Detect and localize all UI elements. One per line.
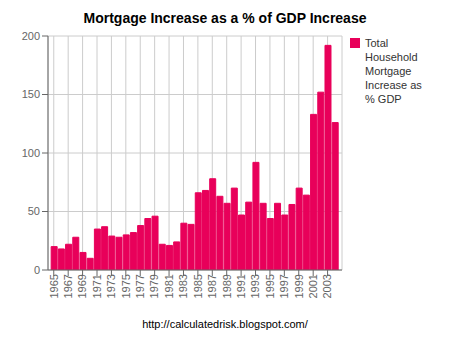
svg-text:1999: 1999	[293, 274, 305, 298]
svg-text:150: 150	[22, 88, 40, 100]
svg-text:1975: 1975	[120, 274, 132, 298]
svg-text:1967: 1967	[62, 274, 74, 298]
html-text:Total: Total	[365, 37, 389, 49]
svg-text:50: 50	[28, 205, 40, 217]
svg-text:1985: 1985	[192, 274, 204, 298]
html-text:% GDP: % GDP	[365, 93, 402, 105]
svg-text:1971: 1971	[91, 274, 103, 298]
svg-text:2003: 2003	[321, 274, 333, 298]
html-text:Household: Household	[365, 51, 418, 63]
html-text:Increase as: Increase as	[365, 79, 422, 91]
svg-text:1979: 1979	[148, 274, 160, 298]
svg-text:1989: 1989	[221, 274, 233, 298]
svg-text:1965: 1965	[48, 274, 60, 298]
svg-text:1995: 1995	[264, 274, 276, 298]
svg-text:1977: 1977	[134, 274, 146, 298]
svg-text:1973: 1973	[105, 274, 117, 298]
svg-text:1983: 1983	[177, 274, 189, 298]
svg-text:1981: 1981	[163, 274, 175, 298]
svg-text:1969: 1969	[76, 274, 88, 298]
svg-text:2001: 2001	[307, 274, 319, 298]
html-text:Mortgage Increase as a % of GD: Mortgage Increase as a % of GDP Increase	[83, 10, 367, 26]
svg-text:100: 100	[22, 147, 40, 159]
svg-text:1993: 1993	[249, 274, 261, 298]
svg-text:1991: 1991	[235, 274, 247, 298]
svg-text:1987: 1987	[206, 274, 218, 298]
svg-text:1997: 1997	[278, 274, 290, 298]
svg-text:0: 0	[34, 264, 40, 276]
html-text:http://calculatedrisk.blogspot: http://calculatedrisk.blogspot.com/	[142, 318, 308, 330]
svg-text:200: 200	[22, 30, 40, 42]
html-text:Mortgage: Mortgage	[365, 65, 412, 77]
